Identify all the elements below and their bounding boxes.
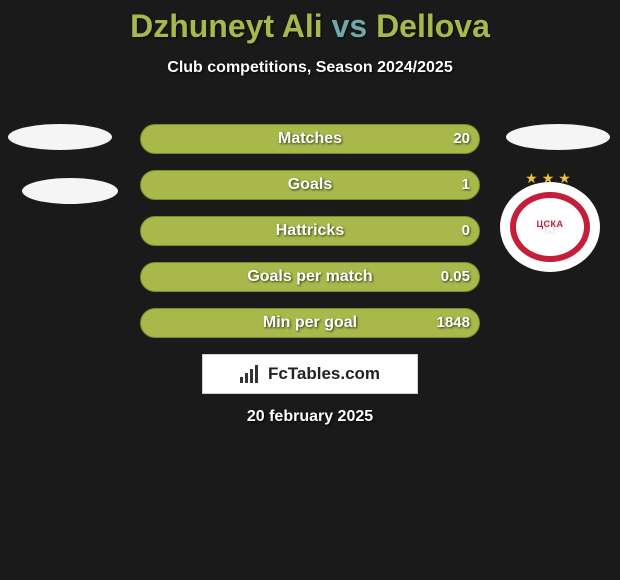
bar-hattricks: Hattricks 0	[140, 216, 480, 246]
logo-text: FcTables.com	[268, 364, 380, 384]
bar-value: 1	[462, 170, 470, 200]
comparison-title: Dzhuneyt Ali vs Dellova	[0, 0, 620, 45]
date-text: 20 february 2025	[0, 408, 620, 426]
bar-label: Goals	[140, 170, 480, 200]
bar-label: Min per goal	[140, 308, 480, 338]
bar-min-per-goal: Min per goal 1848	[140, 308, 480, 338]
bar-goals: Goals 1	[140, 170, 480, 200]
bar-goals-per-match: Goals per match 0.05	[140, 262, 480, 292]
bar-label: Matches	[140, 124, 480, 154]
title-player-2: Dellova	[376, 8, 490, 44]
bar-label: Goals per match	[140, 262, 480, 292]
bar-value: 0	[462, 216, 470, 246]
bar-matches: Matches 20	[140, 124, 480, 154]
logo-chart-icon	[240, 365, 262, 383]
subtitle: Club competitions, Season 2024/2025	[0, 59, 620, 77]
bar-value: 1848	[437, 308, 470, 338]
player-slot-right	[506, 124, 610, 150]
stats-bars: Matches 20 Goals 1 Hattricks 0 Goals per…	[140, 124, 480, 354]
bar-value: 0.05	[441, 262, 470, 292]
source-logo: FcTables.com	[202, 354, 418, 394]
club-badge: ★★★ ★ ЦСКА	[500, 172, 600, 272]
bar-value: 20	[453, 124, 470, 154]
badge-text: ЦСКА	[500, 219, 600, 229]
player-slot-left-2	[22, 178, 118, 204]
title-vs: vs	[323, 8, 376, 44]
player-slot-left-1	[8, 124, 112, 150]
title-player-1: Dzhuneyt Ali	[130, 8, 323, 44]
bar-label: Hattricks	[140, 216, 480, 246]
